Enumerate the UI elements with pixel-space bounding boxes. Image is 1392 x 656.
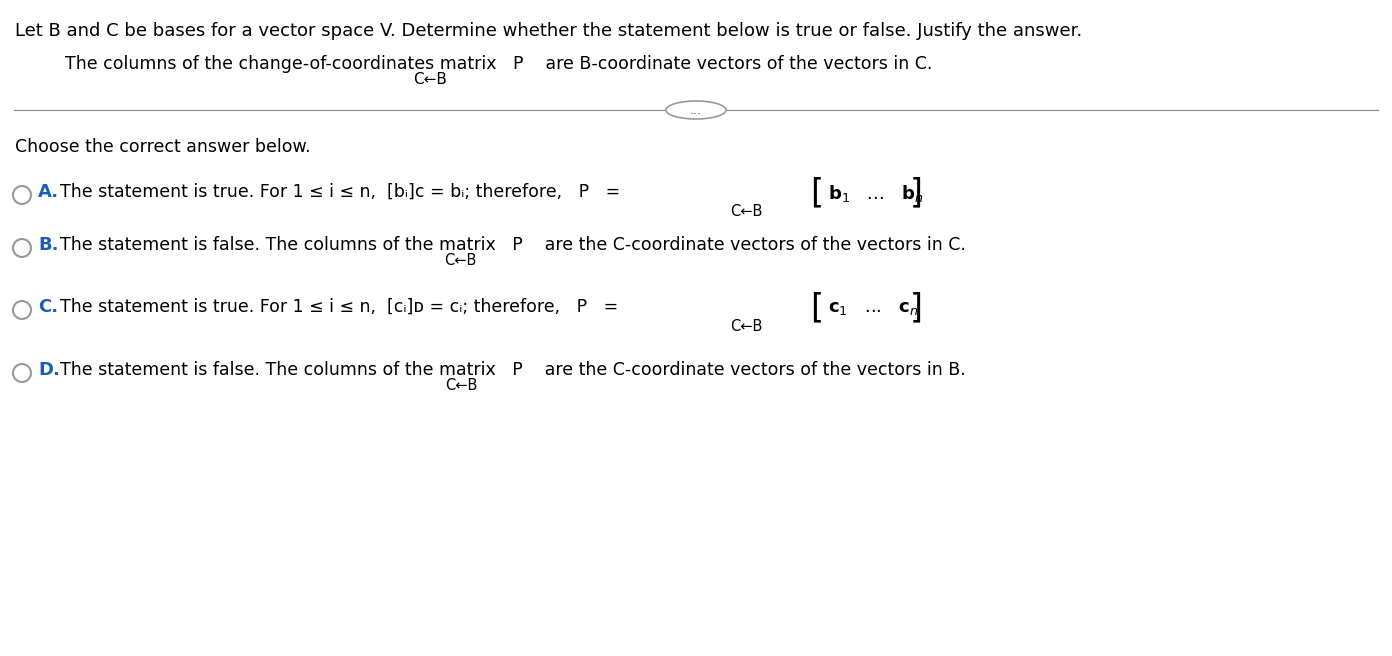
Text: Let B and C be bases for a vector space V. Determine whether the statement below: Let B and C be bases for a vector space … — [15, 22, 1082, 40]
Text: B.: B. — [38, 236, 58, 254]
Text: $\mathbf{c}_1$   ...   $\mathbf{c}_n$: $\mathbf{c}_1$ ... $\mathbf{c}_n$ — [828, 299, 919, 317]
Text: [: [ — [810, 291, 823, 325]
Text: The statement is false. The columns of the matrix   P    are the C-coordinate ve: The statement is false. The columns of t… — [60, 236, 966, 254]
Text: $\mathbf{b}_1$   ...   $\mathbf{b}_n$: $\mathbf{b}_1$ ... $\mathbf{b}_n$ — [828, 182, 923, 203]
Text: Choose the correct answer below.: Choose the correct answer below. — [15, 138, 310, 156]
Text: C←B: C←B — [729, 204, 763, 219]
Text: The statement is false. The columns of the matrix   P    are the C-coordinate ve: The statement is false. The columns of t… — [60, 361, 966, 379]
Text: The columns of the change-of-coordinates matrix   P    are B-coordinate vectors : The columns of the change-of-coordinates… — [65, 55, 933, 73]
Text: C←B: C←B — [445, 378, 477, 393]
Text: C←B: C←B — [444, 253, 476, 268]
Text: ]: ] — [910, 176, 923, 209]
Text: C.: C. — [38, 298, 58, 316]
Text: The statement is true. For 1 ≤ i ≤ n,  [cᵢ]ᴅ = cᵢ; therefore,   P   =: The statement is true. For 1 ≤ i ≤ n, [c… — [60, 298, 618, 316]
Text: C←B: C←B — [413, 72, 447, 87]
Text: [: [ — [810, 176, 823, 209]
Text: The statement is true. For 1 ≤ i ≤ n,  [bᵢ]ᴄ = bᵢ; therefore,   P   =: The statement is true. For 1 ≤ i ≤ n, [b… — [60, 183, 621, 201]
Text: D.: D. — [38, 361, 60, 379]
Text: A.: A. — [38, 183, 58, 201]
Text: ]: ] — [910, 291, 923, 325]
Text: ...: ... — [690, 104, 702, 117]
Ellipse shape — [665, 101, 727, 119]
Text: C←B: C←B — [729, 319, 763, 334]
